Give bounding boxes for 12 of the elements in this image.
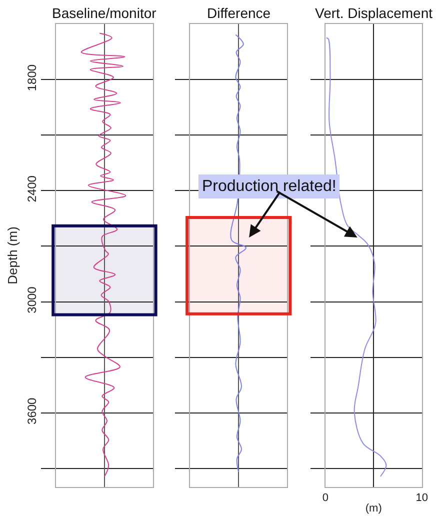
y-tick-label: 1800 — [25, 64, 40, 92]
x-tick-label: 10 — [416, 492, 428, 504]
y-tick-label: 2400 — [25, 175, 40, 202]
chart-title: Difference — [207, 5, 271, 21]
x-axis-title: (m) — [365, 502, 382, 514]
x-tick-label: 0 — [322, 492, 328, 504]
y-tick-label: 3600 — [25, 397, 40, 424]
y-tick-label: 3000 — [25, 286, 40, 314]
y-axis-title: Depth (m) — [5, 226, 20, 284]
annotation: Production related! — [202, 178, 336, 195]
chart-title: Baseline/monitor — [52, 5, 157, 21]
chart-title: Vert. Displacement — [315, 5, 433, 21]
